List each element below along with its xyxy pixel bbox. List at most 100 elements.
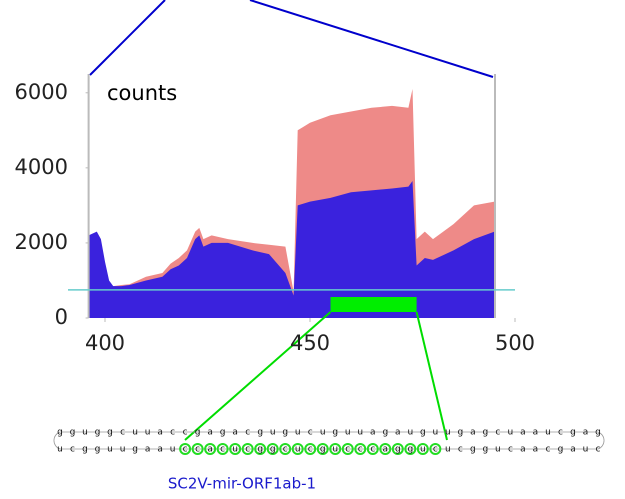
base: c <box>345 445 350 455</box>
base: g <box>195 428 201 438</box>
base: g <box>95 428 101 438</box>
base-highlight <box>341 443 354 455</box>
base: a <box>370 428 376 438</box>
base-highlight <box>229 443 242 455</box>
base: a <box>157 428 163 438</box>
x-tick-label: 400 <box>85 331 125 355</box>
base: u <box>120 445 126 455</box>
link-line <box>184 311 332 441</box>
base: g <box>332 428 338 438</box>
base: g <box>382 428 388 438</box>
base: a <box>570 445 576 455</box>
base: c <box>308 445 313 455</box>
base: c <box>220 445 225 455</box>
area <box>88 180 495 318</box>
structure-label: SC2V-mir-ORF1ab-1 <box>168 475 316 493</box>
y-tick-label: 0 <box>55 305 68 329</box>
base-highlight <box>416 443 429 455</box>
base: u <box>295 445 301 455</box>
base: g <box>270 445 276 455</box>
base: a <box>207 428 213 438</box>
base: c <box>283 445 288 455</box>
base: u <box>583 445 589 455</box>
base: a <box>533 445 539 455</box>
base: g <box>95 445 101 455</box>
base: c <box>245 428 250 438</box>
base: a <box>583 428 589 438</box>
plot: 0 2000 4000 6000 400 450 500 <box>15 74 535 441</box>
base: c <box>170 428 175 438</box>
chart-title: counts <box>107 81 177 105</box>
base: a <box>383 445 389 455</box>
x-tick-label: 500 <box>495 331 535 355</box>
base: c <box>596 445 601 455</box>
zoom-line <box>249 0 494 78</box>
y-tick-label: 6000 <box>15 80 68 104</box>
base-highlight <box>266 443 279 455</box>
base: c <box>558 428 563 438</box>
base: a <box>145 445 151 455</box>
base: u <box>170 445 176 455</box>
base: u <box>432 428 438 438</box>
base: g <box>82 445 88 455</box>
base-highlight <box>279 443 292 455</box>
base-highlight <box>354 443 367 455</box>
base-highlight <box>366 443 379 455</box>
base: u <box>295 428 301 438</box>
base: g <box>257 445 263 455</box>
zoom-line <box>89 0 166 76</box>
base: c <box>308 428 313 438</box>
base: u <box>357 428 363 438</box>
base: g <box>57 428 63 438</box>
base-highlight <box>329 443 342 455</box>
base: u <box>332 445 338 455</box>
base-highlight <box>179 443 192 455</box>
base: u <box>545 428 551 438</box>
base: g <box>395 445 401 455</box>
base: g <box>70 428 76 438</box>
backbone <box>53 431 605 450</box>
base: c <box>370 445 375 455</box>
base: c <box>433 445 438 455</box>
base: g <box>595 428 601 438</box>
base: c <box>458 445 463 455</box>
base: a <box>207 445 213 455</box>
base: c <box>120 428 125 438</box>
highlight <box>330 297 417 312</box>
base-highlight <box>191 443 204 455</box>
y-tick-label: 4000 <box>15 155 68 179</box>
base: g <box>483 428 489 438</box>
base: g <box>570 428 576 438</box>
base: g <box>107 428 113 438</box>
base-highlight <box>254 443 267 455</box>
base-highlight <box>204 443 217 455</box>
base: c <box>195 445 200 455</box>
base: u <box>345 428 351 438</box>
base: g <box>458 428 464 438</box>
base: u <box>132 428 138 438</box>
base: g <box>420 428 426 438</box>
base: a <box>157 445 163 455</box>
base: u <box>407 428 413 438</box>
base: c <box>245 445 250 455</box>
base-highlight <box>316 443 329 455</box>
base: u <box>107 445 113 455</box>
base: a <box>520 428 526 438</box>
base: g <box>470 445 476 455</box>
base-highlight <box>304 443 317 455</box>
base: g <box>407 445 413 455</box>
base: g <box>320 445 326 455</box>
base: u <box>270 428 276 438</box>
base-highlight <box>379 443 392 455</box>
base-highlight <box>391 443 404 455</box>
base: u <box>508 428 514 438</box>
base: g <box>220 428 226 438</box>
base: u <box>420 445 426 455</box>
base: u <box>445 445 451 455</box>
base-highlight <box>429 443 442 455</box>
base: g <box>132 445 138 455</box>
y-tick-label: 2000 <box>15 230 68 254</box>
x-tick-label: 450 <box>290 331 330 355</box>
